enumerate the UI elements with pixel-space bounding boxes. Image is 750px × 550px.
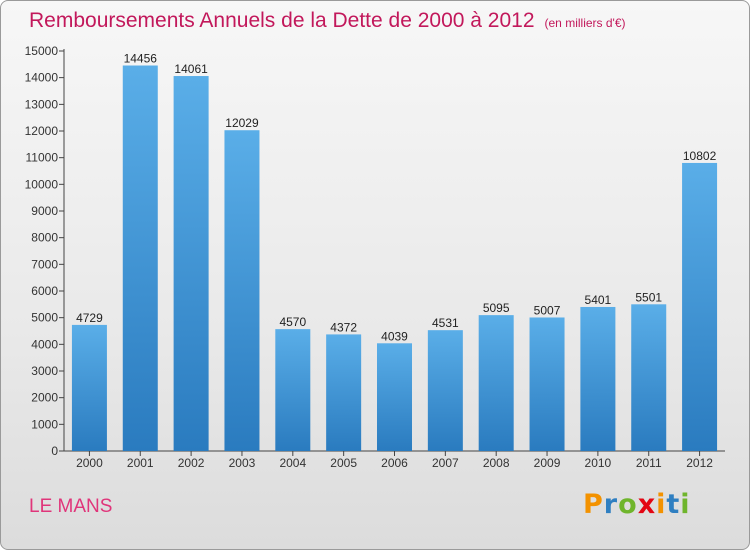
bar-2011	[631, 304, 667, 451]
x-tick-label: 2004	[279, 456, 306, 470]
bar-2006	[377, 343, 412, 451]
logo-letter: r	[603, 489, 619, 520]
y-tick-label: 0	[51, 444, 58, 458]
bar-2005	[326, 334, 362, 451]
y-tick-label: 9000	[31, 204, 58, 218]
y-tick-label: 6000	[31, 284, 58, 298]
value-label-2010: 5401	[585, 293, 612, 307]
x-tick-label: 2012	[686, 456, 713, 470]
bar-2001	[122, 65, 158, 452]
logo-letter: o	[618, 489, 638, 520]
y-tick-label: 15000	[25, 44, 59, 58]
x-tick-label: 2002	[178, 456, 205, 470]
value-label-2011: 5501	[635, 290, 662, 304]
y-tick-label: 4000	[31, 337, 58, 351]
logo-letter: x	[637, 489, 657, 520]
city-name: LE MANS	[29, 496, 113, 517]
x-tick-label: 2005	[330, 456, 357, 470]
y-tick-label: 1000	[31, 417, 58, 431]
y-tick-label: 3000	[31, 364, 58, 378]
x-tick-label: 2011	[636, 456, 662, 470]
bar-2002	[173, 76, 209, 451]
proxiti-logo: Proxiti	[583, 489, 691, 520]
bar-2009	[529, 317, 565, 451]
y-tick-label: 7000	[31, 257, 58, 271]
value-label-2007: 4531	[432, 316, 459, 330]
x-tick-label: 2000	[76, 456, 103, 470]
value-label-2006: 4039	[381, 329, 408, 343]
y-tick-label: 11000	[26, 151, 59, 165]
logo-letter: P	[583, 489, 604, 520]
value-label-2002: 14061	[174, 62, 208, 76]
x-tick-label: 2009	[534, 456, 561, 470]
value-label-2008: 5095	[483, 301, 510, 315]
logo-letter: t	[666, 489, 681, 520]
bar-2012	[682, 162, 718, 452]
x-tick-label: 2007	[432, 456, 459, 470]
bar-2003	[224, 130, 260, 451]
chart-title-text: Remboursements Annuels de la Dette de 20…	[29, 9, 535, 32]
value-label-2005: 4372	[330, 320, 357, 334]
y-tick-label: 5000	[31, 311, 58, 325]
bars	[71, 65, 718, 452]
y-tick-label: 2000	[31, 391, 58, 405]
bar-2010	[580, 306, 616, 451]
y-tick-label: 10000	[25, 177, 59, 191]
chart-title: Remboursements Annuels de la Dette de 20…	[29, 9, 626, 33]
value-label-2004: 4570	[279, 315, 306, 329]
y-tick-label: 13000	[25, 97, 59, 111]
value-label-2000: 4729	[76, 311, 103, 325]
y-tick-label: 14000	[25, 71, 59, 85]
unit-note: (en milliers d'€)	[544, 16, 626, 30]
value-labels: 4729 14456 14061 12029 4570 4372 4039 4531 5095 5…	[76, 52, 717, 344]
x-tick-label: 2001	[127, 456, 154, 470]
logo-letter: i	[680, 489, 691, 520]
value-label-2003: 12029	[225, 116, 259, 130]
y-tick-label: 12000	[25, 124, 59, 138]
y-tick-label: 8000	[31, 231, 58, 245]
bar-2004	[275, 329, 311, 451]
logo-letter: i	[656, 489, 667, 520]
x-tick-label: 2008	[483, 456, 510, 470]
bar-2008	[478, 315, 514, 451]
x-tick-label: 2006	[381, 456, 408, 470]
value-label-2001: 14456	[124, 52, 158, 66]
value-label-2009: 5007	[534, 303, 561, 317]
bar-2007	[427, 330, 463, 451]
x-tick-label: 2003	[229, 456, 256, 470]
value-label-2012: 10802	[683, 149, 717, 163]
bar-2000	[71, 324, 107, 451]
x-tick-label: 2010	[585, 456, 612, 470]
